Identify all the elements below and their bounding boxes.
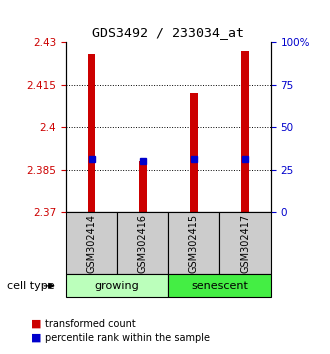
Bar bbox=[88, 54, 95, 212]
Bar bbox=[190, 93, 198, 212]
Text: cell type: cell type bbox=[7, 281, 54, 291]
Text: percentile rank within the sample: percentile rank within the sample bbox=[45, 333, 210, 343]
Text: growing: growing bbox=[95, 281, 140, 291]
Text: ■: ■ bbox=[31, 319, 42, 329]
Text: GSM302415: GSM302415 bbox=[189, 214, 199, 273]
Text: GSM302416: GSM302416 bbox=[138, 214, 148, 273]
Text: senescent: senescent bbox=[191, 281, 248, 291]
Bar bbox=[139, 161, 147, 212]
Text: ■: ■ bbox=[31, 333, 42, 343]
Text: GSM302417: GSM302417 bbox=[240, 214, 250, 273]
Text: GSM302414: GSM302414 bbox=[86, 214, 97, 273]
Bar bbox=[241, 51, 249, 212]
Title: GDS3492 / 233034_at: GDS3492 / 233034_at bbox=[92, 25, 244, 39]
Text: transformed count: transformed count bbox=[45, 319, 135, 329]
